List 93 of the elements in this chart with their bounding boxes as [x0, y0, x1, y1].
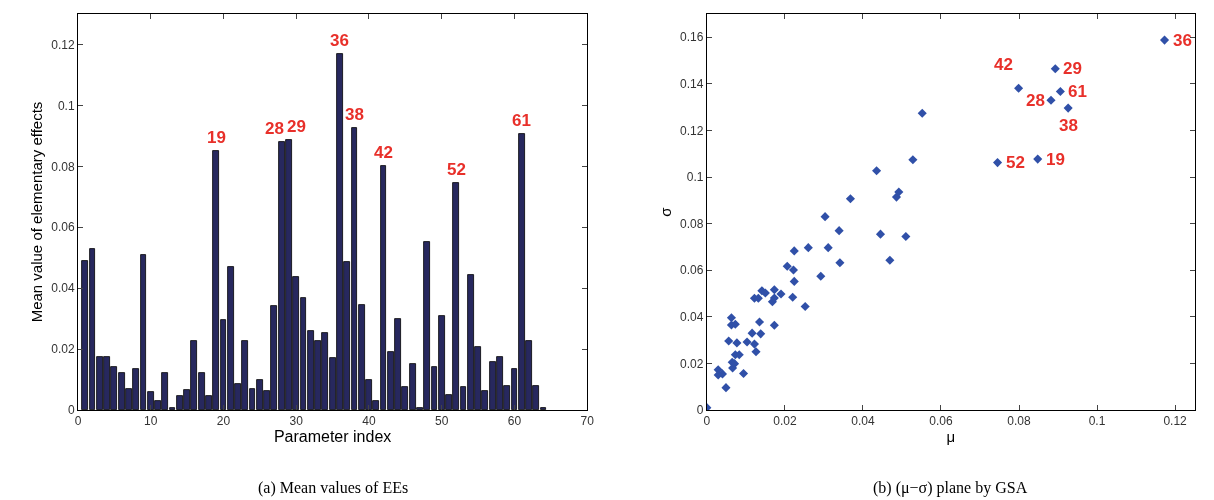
point [803, 243, 813, 253]
point [749, 339, 759, 349]
point [776, 289, 786, 299]
x-tick-label: 50 [435, 414, 449, 429]
point [885, 255, 895, 265]
point [901, 231, 911, 242]
point [992, 158, 1003, 168]
x-tick-label: 0.02 [773, 414, 797, 429]
point [1055, 87, 1065, 97]
x-tick-label: 60 [507, 414, 522, 429]
x-tick-label: 30 [289, 414, 304, 429]
annotation: 52 [447, 160, 466, 179]
annotation: 36 [1173, 31, 1192, 50]
point [788, 292, 798, 302]
y-tick-label: 0.08 [680, 216, 704, 231]
x-tick-label: 10 [144, 414, 158, 429]
point [834, 226, 844, 236]
x-tick-label: 0.1 [1088, 414, 1106, 429]
point [823, 243, 833, 253]
y-axis-title: σ [657, 206, 675, 217]
point [845, 194, 855, 204]
point [756, 329, 766, 339]
x-tick-label: 20 [216, 414, 231, 429]
annotation: 19 [1046, 150, 1065, 169]
y-tick-label: 0.12 [680, 123, 704, 138]
annotation: 42 [374, 143, 393, 162]
x-tick-label: 0.08 [1007, 414, 1031, 429]
y-tick-label: 0.06 [51, 220, 75, 235]
point [769, 320, 779, 330]
point [1050, 64, 1060, 74]
point [724, 336, 734, 346]
point [894, 187, 904, 197]
y-tick-label: 0.12 [51, 37, 75, 52]
y-tick-label: 0.04 [680, 310, 704, 325]
x-tick-label: 0.04 [851, 414, 875, 429]
point [908, 155, 918, 165]
point [816, 271, 826, 281]
annotation: 29 [287, 117, 306, 136]
y-tick-label: 0.08 [51, 159, 75, 174]
x-tick-label: 70 [580, 414, 595, 429]
point [769, 285, 779, 295]
x-tick-label: 0.06 [929, 414, 953, 429]
text: (a) Mean values of EEs [258, 479, 409, 497]
annotation: 29 [1063, 59, 1082, 78]
annotation: 52 [1006, 153, 1025, 172]
x-axis-title: Parameter index [273, 428, 392, 446]
point [747, 328, 757, 338]
text: (b) (μ−σ) plane by GSA [873, 479, 1028, 497]
x-tick-label: 0.12 [1163, 414, 1188, 429]
point [751, 347, 761, 357]
annotation: 36 [330, 31, 349, 50]
point [835, 258, 845, 268]
point [800, 302, 810, 312]
x-axis-title: μ [946, 428, 956, 446]
annotation: 61 [1068, 82, 1087, 101]
x-tick-label: 40 [362, 414, 376, 429]
point [820, 212, 830, 222]
point [738, 368, 749, 378]
annotation: 28 [265, 119, 284, 138]
y-tick-label: 0.1 [57, 98, 75, 113]
point [1159, 35, 1170, 45]
annotation: 38 [345, 105, 364, 124]
point [872, 166, 882, 176]
point [788, 265, 799, 275]
y-tick-label: 0.14 [680, 77, 704, 92]
annotation: 19 [207, 128, 226, 147]
point [1014, 83, 1024, 93]
point [875, 229, 886, 239]
point [1033, 154, 1043, 164]
point [917, 108, 927, 118]
y-tick-label: 0.04 [51, 281, 75, 296]
annotation: 38 [1059, 116, 1078, 135]
point [732, 338, 742, 348]
point [726, 313, 736, 323]
y-tick-label: 0.16 [680, 30, 704, 45]
point [721, 383, 731, 393]
y-tick-label: 0 [696, 403, 704, 418]
annotation: 28 [1026, 91, 1045, 110]
point [789, 246, 799, 256]
y-tick-label: 0.02 [680, 356, 704, 371]
point [789, 276, 799, 286]
point [754, 317, 765, 327]
point [782, 261, 792, 271]
y-tick-label: 0 [67, 403, 75, 418]
point [1063, 103, 1073, 113]
y-axis-title: Mean value of elementary effects [28, 101, 46, 323]
point [1046, 95, 1056, 105]
annotation: 61 [512, 111, 531, 130]
y-tick-label: 0.02 [51, 342, 75, 357]
annotation: 42 [994, 55, 1013, 74]
y-tick-label: 0.06 [680, 263, 704, 278]
point [742, 337, 752, 347]
y-tick-label: 0.1 [686, 170, 704, 185]
